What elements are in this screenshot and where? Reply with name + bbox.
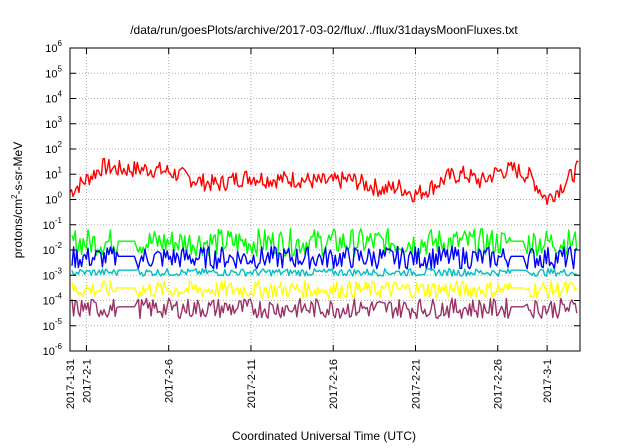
y-tick-label: 10-5	[43, 317, 63, 333]
series-line-1	[69, 157, 579, 206]
y-tick-label: 10-2	[43, 241, 63, 257]
y-tick-label: 104	[45, 90, 62, 106]
x-tick-label: 2017-2-11	[246, 359, 258, 408]
x-tick-label: 2017-2-1	[81, 359, 93, 403]
x-tick-label: 2017-1-31	[65, 359, 77, 409]
series-line-5	[71, 280, 578, 299]
series-line-6	[71, 297, 578, 320]
data-series	[69, 157, 579, 320]
chart-title: /data/run/goesPlots/archive/2017-03-02/f…	[130, 23, 518, 37]
x-tick-label: 2017-2-26	[493, 359, 505, 409]
x-axis-ticks: 2017-1-31 2017-2-1 2017-2-6 2017-2-11 2017-2…	[65, 48, 554, 409]
y-tick-label: 10-4	[43, 292, 63, 308]
series-line-3	[71, 245, 578, 270]
y-tick-label: 100	[45, 191, 62, 207]
x-tick-label: 2017-2-6	[164, 359, 176, 403]
y-axis-ticks: 10-6 10-5 10-4 10-3 10-2 10-1 100 101 102 103 104 1…	[43, 39, 580, 358]
y-axis-label: protons/cm2-s-sr-MeV	[10, 142, 25, 258]
y-tick-label: 10-3	[43, 266, 63, 282]
y-tick-label: 102	[45, 140, 62, 156]
plot-grid	[70, 48, 580, 351]
y-tick-label: 10-6	[43, 342, 63, 358]
y-tick-label: 10-1	[43, 216, 63, 232]
y-tick-label: 105	[45, 64, 62, 80]
y-tick-label: 106	[45, 39, 62, 55]
x-axis-label: Coordinated Universal Time (UTC)	[232, 429, 416, 443]
series-line-4	[71, 268, 577, 277]
x-tick-label: 2017-2-16	[328, 359, 340, 409]
y-tick-label: 103	[45, 115, 62, 131]
x-tick-label: 2017-3-1	[542, 359, 554, 403]
x-tick-label: 2017-2-21	[410, 359, 422, 409]
y-tick-label: 101	[45, 165, 62, 181]
